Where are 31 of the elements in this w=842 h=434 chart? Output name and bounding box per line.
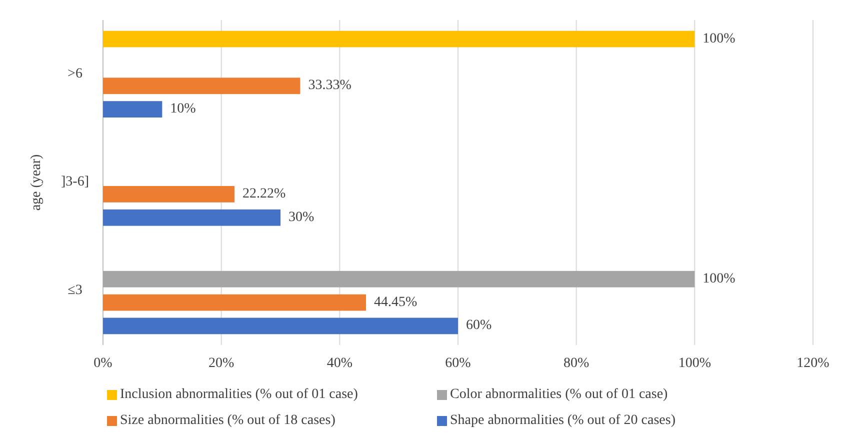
y-tick-label: ≤3 bbox=[68, 283, 82, 298]
bar bbox=[103, 78, 300, 94]
legend-label: Color abnormalities (% out of 01 case) bbox=[450, 387, 668, 402]
data-label: 10% bbox=[170, 102, 196, 117]
data-label: 60% bbox=[466, 318, 492, 334]
bar bbox=[103, 101, 162, 118]
y-tick-label: ]3-6] bbox=[61, 174, 89, 190]
data-label: 44.45% bbox=[374, 294, 418, 310]
data-label: 100% bbox=[702, 271, 736, 286]
x-tick-label: 0% bbox=[94, 356, 113, 371]
data-label: 30% bbox=[288, 210, 314, 225]
x-tick-label: 60% bbox=[445, 356, 472, 371]
x-tick-label: 120% bbox=[796, 356, 830, 371]
y-tick-label: >6 bbox=[68, 66, 82, 82]
bar bbox=[103, 294, 366, 311]
x-tick-label: 20% bbox=[208, 356, 234, 371]
bar bbox=[103, 209, 280, 226]
x-tick-label: 80% bbox=[563, 356, 590, 371]
bar bbox=[103, 318, 458, 334]
bar bbox=[103, 30, 695, 48]
y-axis-title: age (year) bbox=[29, 154, 44, 211]
x-tick-label: 40% bbox=[326, 356, 353, 371]
x-tick-label: 100% bbox=[678, 356, 712, 371]
legend-label: Size abnormalities (% out of 18 cases) bbox=[120, 413, 336, 428]
legend-label: Shape abnormalities (% out of 20 cases) bbox=[450, 413, 676, 428]
data-label: 22.22% bbox=[242, 186, 286, 202]
data-label: 100% bbox=[702, 31, 736, 46]
bar bbox=[103, 186, 234, 202]
data-label: 33.33% bbox=[308, 78, 352, 94]
legend-label: Inclusion abnormalities (% out of 01 case) bbox=[120, 387, 358, 402]
bar bbox=[103, 270, 695, 288]
